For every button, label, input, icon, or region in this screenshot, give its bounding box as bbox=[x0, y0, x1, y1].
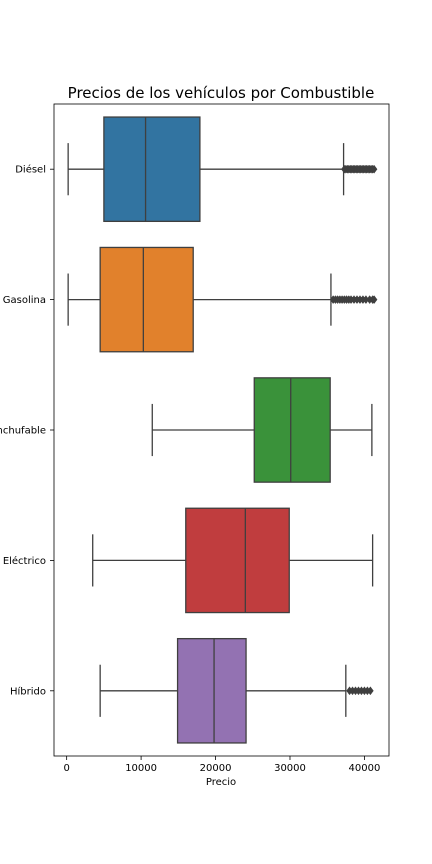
y-tick-label: Eléctrico bbox=[3, 555, 46, 567]
x-tick-label: 30000 bbox=[274, 763, 306, 774]
y-tick-label: Diésel bbox=[15, 164, 46, 176]
x-axis-label: Precio bbox=[206, 777, 236, 788]
x-tick-label: 0 bbox=[63, 763, 69, 774]
x-tick-label: 20000 bbox=[200, 763, 232, 774]
y-tick-label: Híbrido bbox=[10, 685, 46, 697]
chart-title: Precios de los vehículos por Combustible bbox=[68, 84, 375, 102]
x-tick-label: 10000 bbox=[125, 763, 157, 774]
plot-area: Diésel Gasolina nchufable Eléctrico Híbrido 0… bbox=[0, 104, 389, 774]
y-tick-label: Gasolina bbox=[3, 295, 46, 306]
box-2 bbox=[100, 247, 193, 351]
box-4 bbox=[186, 508, 289, 612]
x-tick-label: 40000 bbox=[349, 763, 381, 774]
y-tick-label: nchufable bbox=[0, 426, 46, 437]
box-1 bbox=[104, 117, 200, 221]
box-3 bbox=[254, 378, 330, 482]
box-5 bbox=[178, 639, 246, 743]
